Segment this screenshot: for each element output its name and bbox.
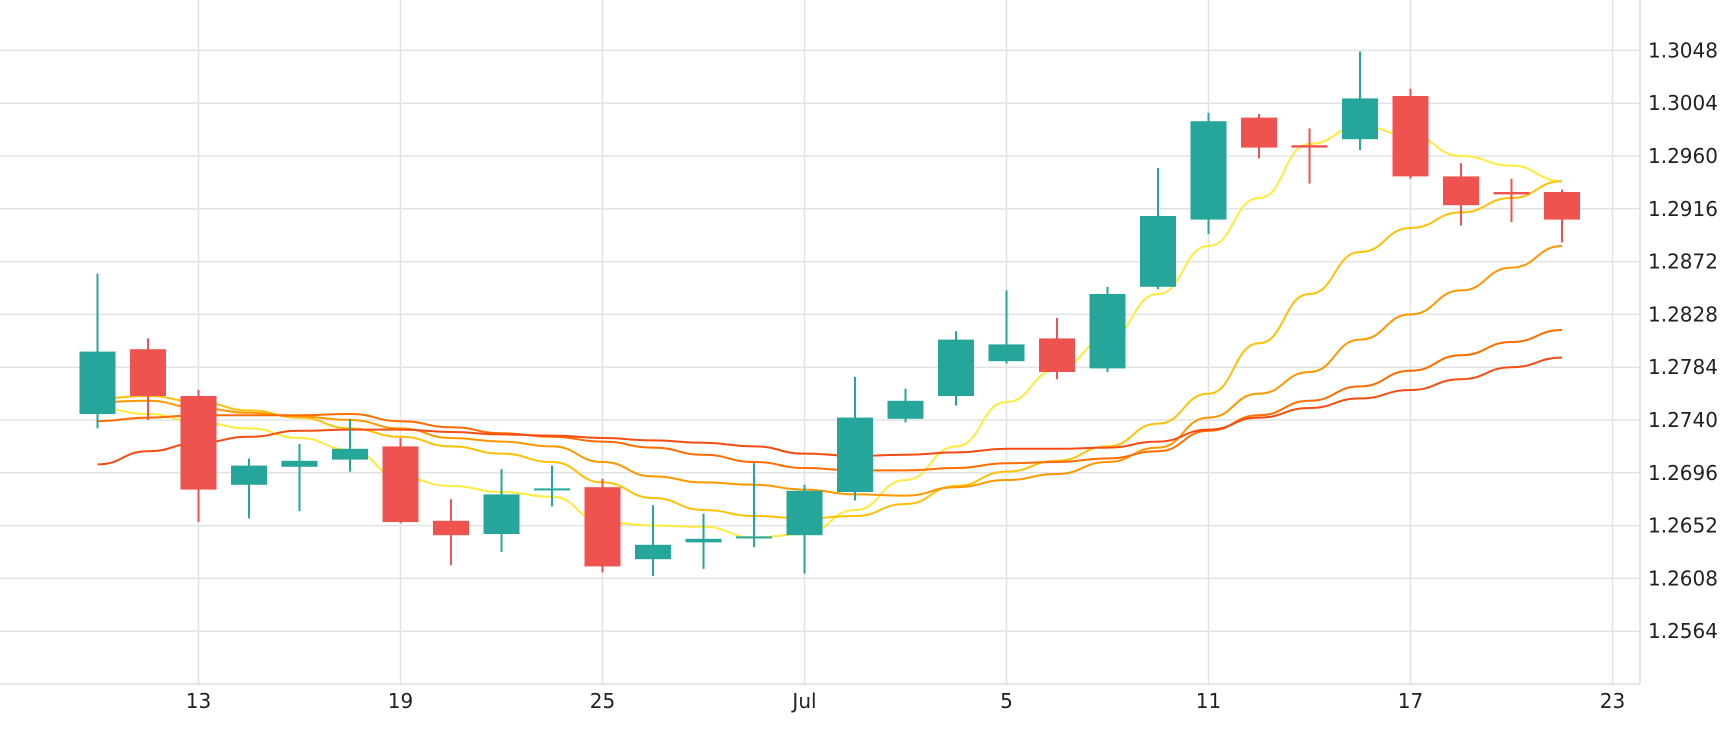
tick-label-layer: 1.3048 1.3004 1.2960 1.2916 1.2872 1.2828 1.27…	[186, 38, 1718, 713]
candle-up	[534, 465, 570, 507]
x-tick-label: 25	[590, 689, 615, 713]
candle-body	[1544, 192, 1580, 220]
candle-body	[433, 520, 469, 536]
candle-layer	[79, 51, 1580, 576]
y-tick-label: 1.3004	[1648, 91, 1718, 115]
x-tick-label: Jul	[790, 689, 816, 713]
candle-up	[837, 376, 873, 501]
candle-up	[736, 463, 772, 548]
y-tick-label: 1.2740	[1648, 408, 1718, 432]
candle-body	[685, 538, 722, 543]
candle-body	[837, 417, 873, 492]
grid-layer	[0, 0, 1640, 684]
candle-body	[332, 448, 368, 460]
candle-down	[1544, 189, 1580, 243]
candle-body	[887, 400, 924, 419]
y-tick-label: 1.2564	[1648, 619, 1718, 643]
candle-up	[79, 273, 116, 429]
candle-body	[584, 487, 621, 567]
candle-up	[281, 444, 318, 512]
candle-body	[1089, 294, 1126, 369]
candle-up	[1140, 168, 1176, 290]
candle-down	[1392, 88, 1429, 179]
x-tick-label: 13	[186, 689, 211, 713]
candle-body	[1039, 338, 1075, 372]
candle-up	[332, 418, 368, 472]
candle-body	[635, 544, 671, 560]
x-tick-label: 19	[388, 689, 413, 713]
candle-body	[1241, 117, 1277, 148]
candle-down	[1493, 178, 1530, 222]
candle-body	[483, 494, 520, 534]
candle-down	[584, 478, 621, 573]
axis-layer	[0, 0, 1641, 685]
candle-down	[1241, 114, 1277, 159]
moving-average-layer	[97, 124, 1563, 539]
candle-up	[685, 513, 722, 569]
candle-down	[433, 499, 469, 566]
candle-down	[180, 390, 217, 522]
y-tick-label: 1.2696	[1648, 461, 1718, 485]
candle-down	[1443, 163, 1479, 226]
y-tick-label: 1.2784	[1648, 355, 1718, 379]
y-tick-label: 1.2828	[1648, 302, 1718, 326]
y-tick-label: 1.2916	[1648, 197, 1718, 221]
y-tick-label: 1.2652	[1648, 514, 1718, 538]
moving-average-line-2	[97, 180, 1563, 520]
candle-body	[938, 339, 974, 396]
candle-up	[988, 290, 1025, 364]
moving-average-line-1	[97, 124, 1563, 539]
candle-body	[1190, 121, 1227, 220]
candle-down	[382, 438, 419, 524]
candle-up	[231, 458, 267, 519]
candle-body	[1342, 98, 1378, 140]
candle-body	[1392, 96, 1429, 177]
candle-down	[1291, 128, 1328, 184]
candle-up	[1089, 286, 1126, 372]
moving-average-line-3	[97, 245, 1563, 497]
x-tick-label: 11	[1196, 689, 1221, 713]
candle-body	[786, 490, 823, 536]
x-tick-label: 23	[1600, 689, 1625, 713]
moving-average-line-5	[97, 356, 1563, 466]
candle-down	[1039, 318, 1075, 380]
candle-up	[635, 505, 671, 576]
y-tick-label: 1.2960	[1648, 144, 1718, 168]
candle-body	[736, 536, 772, 539]
candle-body	[1140, 216, 1176, 287]
candle-down	[130, 338, 166, 420]
candle-up	[1342, 51, 1378, 150]
candle-body	[79, 351, 116, 414]
y-tick-label: 1.3048	[1648, 38, 1718, 62]
candle-body	[231, 465, 267, 485]
candle-body	[1493, 192, 1530, 195]
candle-up	[1190, 112, 1227, 234]
x-tick-label: 5	[1000, 689, 1013, 713]
candle-body	[1291, 145, 1328, 148]
candle-body	[281, 460, 318, 467]
candle-body	[534, 488, 570, 491]
candle-up	[938, 331, 974, 406]
candle-body	[1443, 176, 1479, 206]
candle-up	[786, 484, 823, 574]
candle-body	[130, 349, 166, 396]
y-tick-label: 1.2608	[1648, 566, 1718, 590]
candle-body	[180, 396, 217, 490]
candle-up	[483, 469, 520, 552]
candle-body	[382, 446, 419, 522]
candle-body	[988, 344, 1025, 362]
x-tick-label: 17	[1398, 689, 1423, 713]
candle-up	[887, 388, 924, 423]
y-tick-label: 1.2872	[1648, 250, 1718, 274]
